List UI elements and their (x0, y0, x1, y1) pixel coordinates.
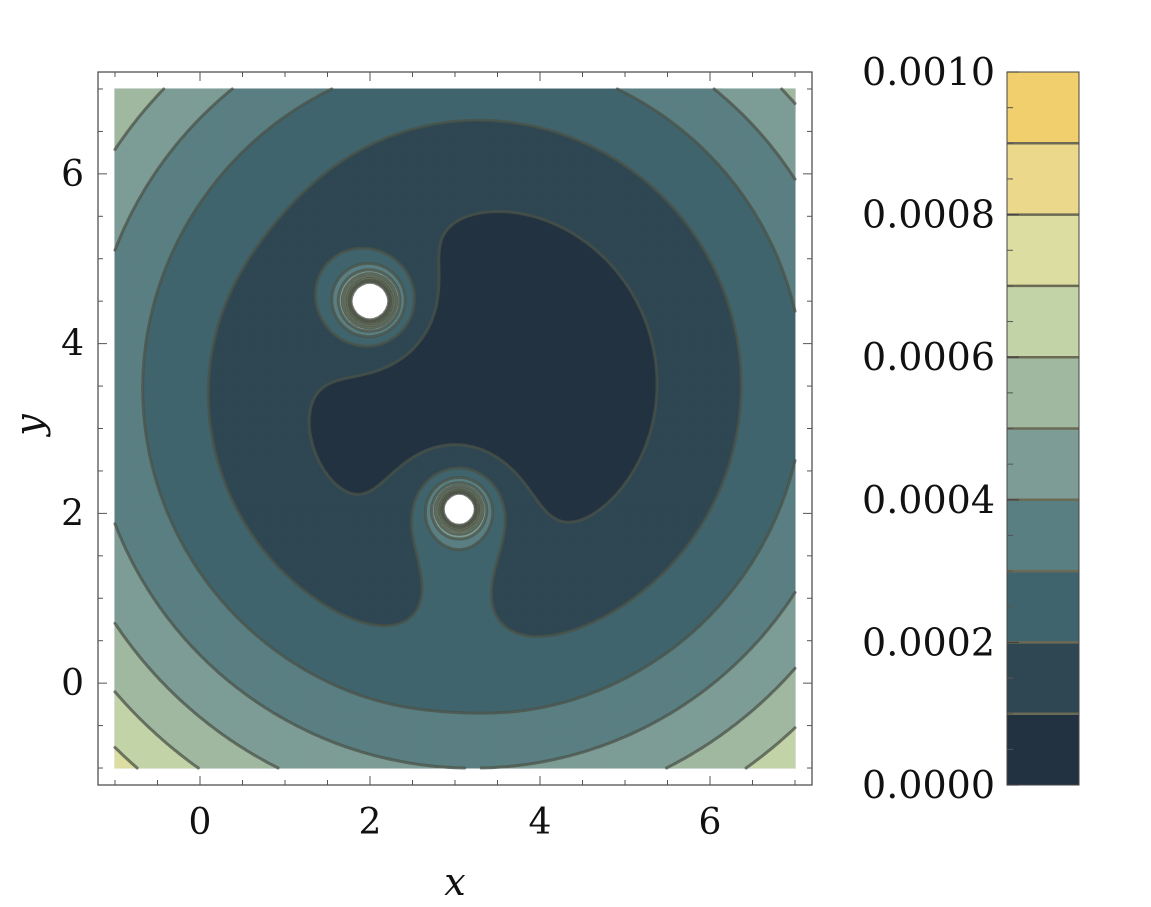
y-tick-label: 0 (61, 663, 84, 704)
y-axis-label: y (7, 414, 51, 438)
y-tick-label: 2 (61, 493, 84, 534)
plot-axes: 0 2 4 6 0 2 4 6 (61, 71, 813, 843)
contour-line-3 (141, 87, 797, 715)
contour-line-10 (349, 280, 477, 527)
colorbar-band-1 (1007, 642, 1079, 714)
colorbar: 0.0000 0.0002 0.0004 0.0006 0.0008 0.0010 (862, 50, 1080, 807)
x-tick-label: 4 (529, 802, 552, 843)
colorbar-tick-label: 0.0000 (862, 763, 995, 807)
colorbar-band-9 (1007, 72, 1079, 144)
colorbar-band-4 (1007, 428, 1079, 500)
colorbar-band-8 (1007, 143, 1079, 215)
colorbar-band-0 (1007, 713, 1079, 785)
contour-line-1 (307, 210, 659, 524)
x-tick-label: 0 (189, 802, 212, 843)
contour-line-6 (113, 274, 797, 770)
contour-plot (113, 87, 797, 770)
y-tick-label: 4 (61, 324, 84, 365)
contour-line-5 (113, 87, 797, 770)
colorbar-tick-label: 0.0010 (862, 50, 995, 94)
contour-line-4 (113, 87, 797, 770)
colorbar-tick-label: 0.0002 (862, 620, 995, 664)
x-tick-label: 6 (699, 802, 722, 843)
y-tick-label: 6 (61, 154, 84, 195)
colorbar-band-2 (1007, 571, 1079, 643)
colorbar-band-5 (1007, 357, 1079, 429)
colorbar-tick-label: 0.0008 (862, 193, 995, 237)
contour-line-2 (206, 118, 743, 639)
x-axis-label: x (444, 860, 465, 904)
colorbar-tick-label: 0.0006 (862, 335, 995, 379)
colorbar-tick-label: 0.0004 (862, 478, 995, 522)
colorbar-band-3 (1007, 499, 1079, 572)
colorbar-band-7 (1007, 214, 1079, 286)
colorbar-band-6 (1007, 285, 1079, 358)
x-tick-label: 2 (359, 802, 382, 843)
